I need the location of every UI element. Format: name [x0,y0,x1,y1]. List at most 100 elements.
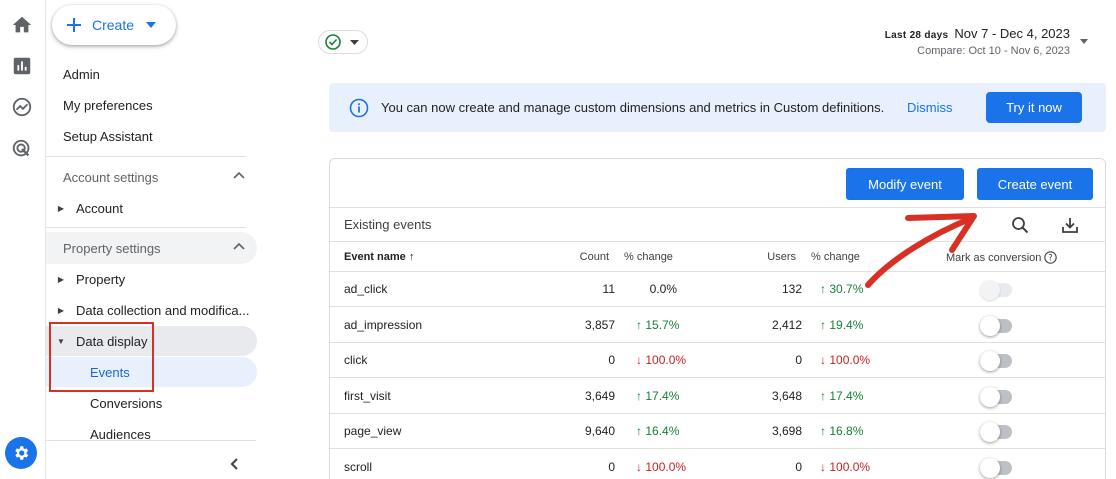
users-change-cell: ↓ 100.0% [820,353,870,367]
event-name-cell[interactable]: ad_impression [344,317,423,332]
nav-account[interactable]: ▶ Account [46,193,257,223]
events-table-header: Event name ↑ Count % change Users % chan… [330,242,1105,272]
col-count[interactable]: Count [579,251,609,263]
data-status-chip[interactable] [318,30,368,54]
property-settings-header[interactable]: Property settings [46,232,257,264]
chevron-up-icon [233,242,245,250]
banner-message: You can now create and manage custom dim… [381,100,885,115]
count-change-cell: ↓ 100.0% [636,460,686,474]
event-name-cell[interactable]: first_visit [344,388,391,403]
check-circle-icon [325,34,341,50]
conversion-toggle[interactable] [980,315,1012,336]
col-count-change[interactable]: % change [624,251,673,263]
conversion-toggle[interactable] [980,351,1012,371]
admin-nav-panel: Create Admin My preferences Setup Assist… [46,0,266,479]
conversion-toggle[interactable] [980,422,1012,442]
col-users[interactable]: Users [767,251,796,263]
users-change-cell: ↑ 30.7% [820,282,863,296]
create-label: Create [92,17,135,33]
col-mark-conversion-label: Mark as conversion [946,252,1042,264]
home-icon[interactable] [11,14,33,36]
users-change-cell: ↑ 17.4% [820,389,863,403]
table-row[interactable]: page_view 9,640 ↑ 16.4% 3,698 ↑ 16.8% [330,414,1105,449]
modify-event-button[interactable]: Modify event [846,168,964,200]
nav-my-preferences[interactable]: My preferences [63,98,153,113]
date-range-tag: Last 28 days [884,30,949,41]
nav-account-label: Account [76,200,123,216]
event-name-cell[interactable]: click [344,353,368,367]
event-name-cell[interactable]: scroll [344,459,373,474]
table-row[interactable]: ad_impression 3,857 ↑ 15.7% 2,412 ↑ 19.4% [330,308,1105,343]
table-row[interactable]: click 0 ↓ 100.0% 0 ↓ 100.0% [330,343,1105,378]
col-users-change[interactable]: % change [811,251,860,263]
event-name-cell[interactable]: page_view [344,424,402,438]
search-icon[interactable] [1011,216,1029,234]
users-change-value: 17.4% [829,388,864,403]
nav-conversions[interactable]: Conversions [46,388,257,418]
conversion-toggle[interactable] [980,386,1012,407]
nav-admin[interactable]: Admin [63,67,100,82]
caret-right-icon: ▶ [57,274,65,284]
caret-right-icon: ▶ [57,203,65,213]
info-banner: You can now create and manage custom dim… [329,83,1106,132]
count-change-value: 100.0% [645,353,687,367]
advertising-icon[interactable] [11,138,33,160]
count-change-value: 100.0% [645,459,687,474]
caret-down-icon [350,39,359,45]
info-icon [349,98,369,117]
collapse-chevron-left-icon[interactable] [230,458,238,470]
users-change-value: 30.7% [829,282,864,296]
date-compare: Compare: Oct 10 - Nov 6, 2023 [917,45,1070,57]
nav-data-display[interactable]: ▼ Data display [46,326,257,356]
nav-events[interactable]: Events [46,357,257,387]
nav-data-display-label: Data display [76,333,148,349]
table-row[interactable]: scroll 0 ↓ 100.0% 0 ↓ 100.0% [330,450,1105,479]
nav-property[interactable]: ▶ Property [46,264,257,294]
users-cell: 3,698 [771,424,802,438]
events-card: Modify event Create event Existing event… [329,158,1106,479]
users-cell: 2,412 [771,317,802,332]
count-change-value: 15.7% [645,317,680,332]
nav-setup-assistant[interactable]: Setup Assistant [63,129,153,144]
trend-down-icon: ↓ [636,459,642,474]
nav-conversions-label: Conversions [90,395,163,411]
count-change-cell: ↑ 15.7% [636,318,679,332]
users-cell: 3,648 [771,388,802,403]
conversion-toggle[interactable] [980,457,1012,478]
trend-up-icon: ↑ [636,424,642,438]
create-event-button[interactable]: Create event [977,168,1093,200]
table-row[interactable]: ad_click 11 0.0% 132 ↑ 30.7% [330,272,1105,307]
account-settings-label: Account settings [63,169,159,185]
date-caret-down-icon[interactable] [1080,39,1088,44]
users-cell: 0 [795,459,802,474]
create-button[interactable]: Create [52,5,176,45]
col-mark-conversion: Mark as conversion ? [946,251,1058,264]
nav-data-collection[interactable]: ▶ Data collection and modifica... [46,295,257,325]
event-name-cell[interactable]: ad_click [344,282,388,296]
count-change-cell: 0.0% [650,282,677,296]
svg-text:?: ? [1049,254,1054,264]
help-icon[interactable]: ? [1044,251,1058,264]
download-icon[interactable] [1061,216,1079,234]
col-event-name[interactable]: Event name ↑ [344,251,414,263]
count-cell: 0 [608,459,615,474]
account-settings-header[interactable]: Account settings [46,161,257,193]
try-it-now-button[interactable]: Try it now [986,92,1082,123]
plus-icon [67,18,81,32]
count-cell: 9,640 [584,424,615,438]
nav-audiences-label: Audiences [90,427,151,439]
settings-gear-button[interactable] [5,437,37,469]
property-settings-label: Property settings [63,240,161,256]
reports-icon[interactable] [11,55,33,77]
users-change-cell: ↓ 100.0% [820,460,870,474]
count-cell: 3,649 [584,388,615,403]
count-change-value: 17.4% [645,388,680,403]
dismiss-button[interactable]: Dismiss [907,100,953,115]
nav-audiences[interactable]: Audiences [46,419,257,439]
sort-arrow-up-icon: ↑ [408,251,415,263]
count-change-value: 0.0% [649,282,677,296]
table-row[interactable]: first_visit 3,649 ↑ 17.4% 3,648 ↑ 17.4% [330,379,1105,414]
count-change-cell: ↑ 16.4% [636,424,679,438]
explore-icon[interactable] [11,96,33,118]
date-range-selector[interactable]: Last 28 days Nov 7 - Dec 4, 2023 Compare:… [885,26,1070,57]
